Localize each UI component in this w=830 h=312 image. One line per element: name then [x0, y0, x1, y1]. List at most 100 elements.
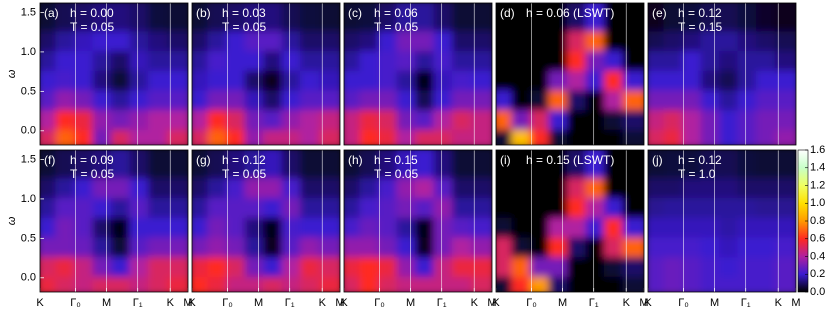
panel-label: (j) [652, 153, 663, 167]
colorbar-tick-label: 0.6 [810, 233, 825, 245]
panel-frame [39, 149, 189, 293]
panel-label: (b) [196, 6, 211, 20]
x-tick-label: K [188, 297, 196, 309]
cells [192, 150, 340, 292]
panel-frame [39, 2, 189, 146]
panel [192, 150, 340, 292]
annotation: h = 0.06 (LSWT) [526, 6, 614, 20]
cell [774, 64, 796, 91]
cell [774, 211, 796, 238]
cell [622, 44, 644, 71]
cell [470, 64, 492, 91]
annotation: h = 0.12 [678, 153, 722, 167]
cell [318, 44, 340, 71]
y-tick-label: 1.0 [21, 46, 36, 58]
cell [774, 84, 796, 111]
cell [470, 104, 492, 130]
x-tick-label: Γ₁ [285, 297, 295, 309]
cell [318, 3, 340, 32]
panel-frame [495, 2, 645, 146]
cell [622, 150, 644, 179]
x-tick-label: Γ₁ [437, 297, 447, 309]
cell [166, 84, 188, 111]
cell [470, 3, 492, 32]
panel-label: (d) [500, 6, 515, 20]
y-tick-label: 0.5 [21, 232, 36, 244]
y-tick-label: 0.0 [21, 272, 36, 284]
cell [470, 191, 492, 218]
x-tick-label: M [487, 297, 496, 309]
cells [648, 150, 796, 292]
x-tick-label: Γ₁ [741, 297, 751, 309]
cell [166, 172, 188, 198]
x-tick-label: K [319, 297, 327, 309]
cells [192, 3, 340, 145]
panel [344, 3, 492, 145]
cell [470, 172, 492, 198]
cell [622, 64, 644, 91]
cell [166, 104, 188, 130]
panel-label: (h) [348, 153, 363, 167]
colorbar-tick-label: 0.2 [810, 268, 825, 280]
panel-frame [495, 149, 645, 293]
panel-label: (f) [44, 153, 55, 167]
x-tick-label: M [558, 297, 567, 309]
annotation: T = 0.05 [70, 20, 114, 34]
x-tick-label: M [710, 297, 719, 309]
cells [40, 150, 188, 292]
cell [470, 251, 492, 277]
annotation: h = 0.15 [374, 153, 418, 167]
y-axis-label: ω [6, 69, 18, 78]
cell [774, 44, 796, 71]
cells [344, 3, 492, 145]
annotation: T = 0.05 [70, 167, 114, 181]
x-tick-label: M [183, 297, 192, 309]
panel-frame [343, 2, 493, 146]
annotation: T = 0.05 [222, 167, 266, 181]
x-tick-label: K [36, 297, 44, 309]
panel [648, 3, 796, 145]
cell [622, 251, 644, 277]
cell [318, 231, 340, 258]
cell [470, 211, 492, 238]
cell [470, 84, 492, 111]
cell [166, 44, 188, 71]
cell [774, 25, 796, 51]
annotation: T = 0.15 [678, 20, 722, 34]
x-tick-label: M [791, 297, 800, 309]
x-tick-label: M [254, 297, 263, 309]
annotation: T = 0.05 [374, 167, 418, 181]
annotation: h = 0.03 [222, 6, 266, 20]
y-tick-label: 0.5 [21, 85, 36, 97]
cell [166, 191, 188, 218]
panel-label: (e) [652, 6, 667, 20]
cell [774, 150, 796, 179]
annotation: h = 0.12 [678, 6, 722, 20]
cell [318, 150, 340, 179]
x-tick-label: Γ₀ [374, 297, 385, 309]
cell [166, 251, 188, 277]
cell [470, 150, 492, 179]
x-tick-label: Γ₁ [589, 297, 599, 309]
cell [166, 64, 188, 91]
cell [470, 231, 492, 258]
cell [622, 104, 644, 130]
cell [774, 104, 796, 130]
x-tick-label: M [639, 297, 648, 309]
annotation: h = 0.09 [70, 153, 114, 167]
cell [470, 44, 492, 71]
panel [344, 150, 492, 292]
cell [166, 231, 188, 258]
annotation: h = 0.00 [70, 6, 114, 20]
cell [622, 3, 644, 32]
colorbar-tick-label: 0.4 [810, 250, 825, 262]
panel-frame [191, 149, 341, 293]
panel-frame [191, 2, 341, 146]
x-tick-label: Γ₀ [70, 297, 81, 309]
cell [318, 84, 340, 111]
x-tick-label: K [492, 297, 500, 309]
cell [774, 3, 796, 32]
panel-label: (a) [44, 6, 59, 20]
cell [622, 211, 644, 238]
